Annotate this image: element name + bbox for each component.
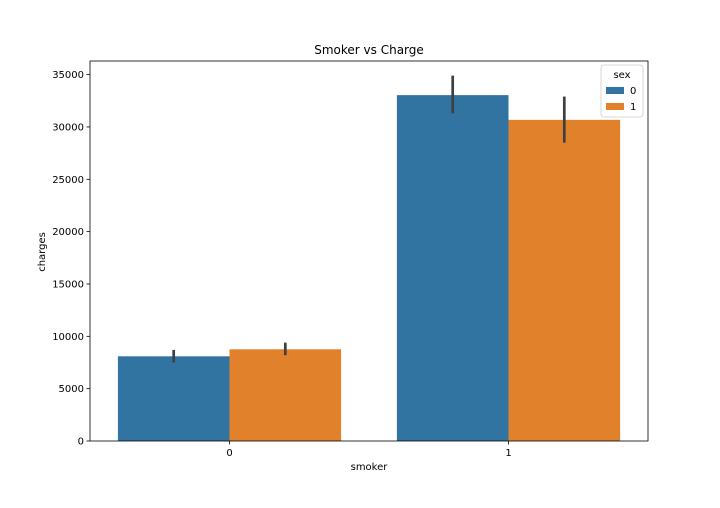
y-tick-label: 15000 [52,279,84,290]
legend-title: sex [613,70,630,81]
legend-label-0: 0 [630,86,636,97]
bar-1-smoker-0 [229,349,342,441]
y-tick-label: 0 [78,437,84,448]
error-bars [172,75,566,363]
bars [117,95,621,442]
axes: 0 1 0 5000 10000 15000 20000 25000 30000 35000 [52,60,649,459]
bar-1-smoker-1 [508,119,621,441]
y-tick-label: 30000 [52,122,84,133]
legend-swatch-1 [606,103,624,110]
bar-0-smoker-0 [117,356,230,441]
legend-swatch-0 [606,87,624,94]
y-axis-label: charges [37,232,48,272]
x-tick-label: 0 [226,448,232,459]
x-axis-label: smoker [351,462,389,473]
legend-label-1: 1 [630,102,636,113]
y-tick-label: 5000 [59,384,84,395]
chart-title: Smoker vs Charge [314,43,424,57]
x-tick-label: 1 [505,448,511,459]
bar-0-smoker-1 [396,95,509,442]
y-tick-label: 25000 [52,175,84,186]
y-tick-label: 10000 [52,332,84,343]
y-tick-label: 20000 [52,227,84,238]
plot-frame [89,60,649,442]
y-tick-label: 35000 [52,70,84,81]
